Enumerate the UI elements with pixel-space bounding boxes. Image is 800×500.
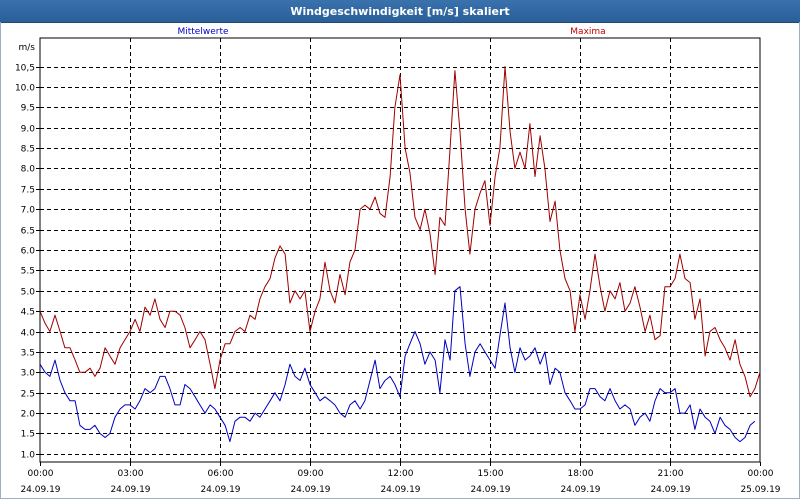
y-tick-label: 4.5: [21, 308, 35, 318]
y-tick-label: 7.5: [21, 186, 35, 196]
x-tick-date-label: 24.09.19: [380, 485, 420, 495]
y-tick-label: 10,5: [15, 64, 35, 74]
y-tick-label: 2.0: [21, 410, 36, 420]
y-tick-label: 1.0: [21, 451, 36, 461]
y-tick-label: 5.5: [21, 267, 35, 277]
x-tick-time-label: 00:00: [28, 469, 54, 479]
x-tick-time-label: 00:00: [748, 469, 774, 479]
x-tick-time-label: 06:00: [208, 469, 234, 479]
x-tick-date-label: 24.09.19: [200, 485, 240, 495]
x-tick-date-label: 24.09.19: [650, 485, 690, 495]
series-line-maxima: [39, 66, 761, 398]
y-tick-label: 3.5: [21, 349, 35, 359]
x-tick-time-label: 09:00: [298, 469, 324, 479]
y-tick-label: 8.5: [21, 145, 35, 155]
x-tick-time-label: 18:00: [568, 469, 594, 479]
y-tick-label: 2.5: [21, 390, 35, 400]
legend-mittelwerte: Mittelwerte: [177, 27, 228, 37]
y-tick-label: 1.5: [21, 430, 35, 440]
series-line-mittelwerte: [39, 286, 756, 443]
y-tick-label: 8.0: [21, 165, 36, 175]
y-axis-label: m/s: [19, 43, 36, 53]
x-tick-time-label: 03:00: [118, 469, 144, 479]
window-title: Windgeschwindigkeit [m/s] skaliert: [0, 0, 800, 23]
x-tick-date-label: 25.09.19: [740, 485, 780, 495]
x-tick-date-label: 24.09.19: [110, 485, 150, 495]
y-tick-label: 7.0: [21, 206, 36, 216]
x-tick-date-label: 24.09.19: [290, 485, 330, 495]
x-tick-time-label: 15:00: [478, 469, 504, 479]
legend-maxima: Maxima: [570, 27, 605, 37]
y-tick-label: 10.0: [15, 84, 35, 94]
y-tick-label: 5.0: [21, 288, 36, 298]
x-tick-date-label: 24.09.19: [20, 485, 60, 495]
y-tick-label: 9.5: [21, 104, 35, 114]
y-tick-label: 3.0: [21, 369, 36, 379]
y-tick-label: 6.5: [21, 227, 35, 237]
x-tick-time-label: 21:00: [658, 469, 684, 479]
x-tick-date-label: 24.09.19: [470, 485, 510, 495]
y-tick-label: 9.0: [21, 125, 36, 135]
y-tick-label: 4.0: [21, 329, 36, 339]
x-tick-date-label: 24.09.19: [560, 485, 600, 495]
y-tick-label: 6.0: [21, 247, 36, 257]
x-tick-time-label: 12:00: [388, 469, 414, 479]
